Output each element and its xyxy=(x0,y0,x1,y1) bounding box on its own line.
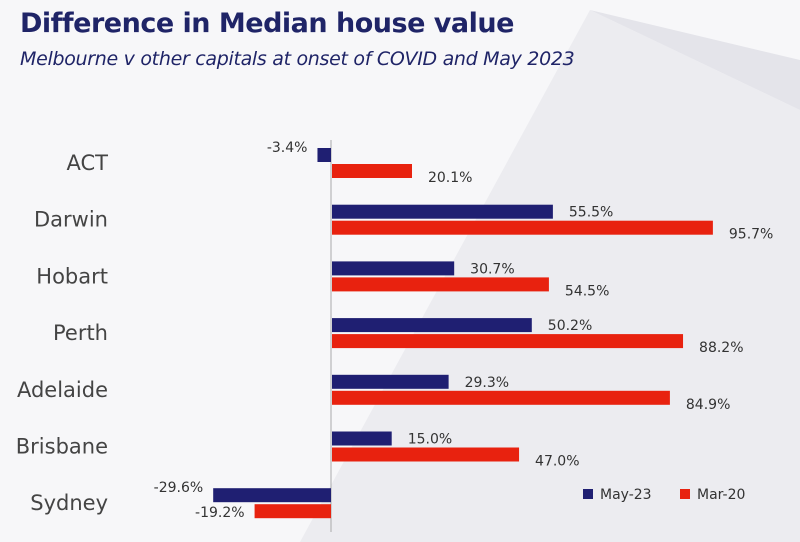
bar-mar-20 xyxy=(332,220,713,235)
bar-may-23 xyxy=(332,261,455,276)
data-label: 54.5% xyxy=(565,283,609,299)
data-label: -29.6% xyxy=(154,480,204,496)
legend-swatch-may-23 xyxy=(583,489,593,499)
category-label: Adelaide xyxy=(17,378,108,402)
legend-label: May-23 xyxy=(600,487,652,503)
data-label: 29.3% xyxy=(465,375,509,391)
bar-mar-20 xyxy=(332,334,684,349)
bar-may-23 xyxy=(317,148,331,162)
bar-mar-20 xyxy=(332,164,412,178)
chart-title: Difference in Median house value xyxy=(20,8,514,39)
data-label: 55.5% xyxy=(569,205,613,221)
category-label: Sydney xyxy=(30,491,108,515)
category-label: ACT xyxy=(67,151,109,175)
data-label: 95.7% xyxy=(729,227,773,243)
data-label: 84.9% xyxy=(686,397,730,413)
data-label: 50.2% xyxy=(548,318,592,334)
category-label: Hobart xyxy=(36,264,108,288)
bar-may-23 xyxy=(332,318,532,333)
bar-mar-20 xyxy=(332,447,520,462)
data-label: 47.0% xyxy=(535,454,579,470)
chart-subtitle: Melbourne v other capitals at onset of C… xyxy=(20,48,575,70)
bar-may-23 xyxy=(332,431,392,446)
data-label: -19.2% xyxy=(195,505,245,521)
bar-mar-20 xyxy=(332,277,549,292)
bar-may-23 xyxy=(332,204,553,219)
category-label: Brisbane xyxy=(16,435,108,459)
data-label: 88.2% xyxy=(699,340,743,356)
legend-label: Mar-20 xyxy=(697,487,745,503)
data-label: -3.4% xyxy=(267,140,308,156)
data-label: 15.0% xyxy=(408,432,452,448)
bar-mar-20 xyxy=(332,390,670,405)
bar-may-23 xyxy=(332,374,449,389)
data-label: 20.1% xyxy=(428,170,472,186)
legend-swatch-mar-20 xyxy=(680,489,690,499)
category-label: Perth xyxy=(53,321,108,345)
data-label: 30.7% xyxy=(470,261,514,277)
bar-mar-20 xyxy=(254,504,331,519)
bar-may-23 xyxy=(213,488,331,503)
category-label: Darwin xyxy=(34,208,108,232)
